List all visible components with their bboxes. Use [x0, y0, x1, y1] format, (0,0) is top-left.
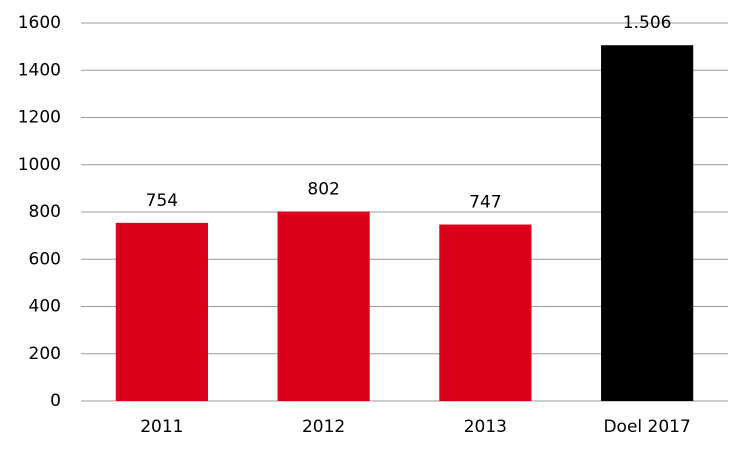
y-tick-label: 200	[29, 344, 61, 364]
y-tick-label: 1200	[18, 108, 61, 128]
x-tick-label: 2013	[464, 417, 507, 437]
y-tick-label: 800	[29, 202, 61, 222]
x-tick-label: 2011	[140, 417, 183, 437]
y-tick-label: 1600	[18, 13, 61, 33]
value-label: 747	[469, 193, 501, 213]
y-tick-label: 1000	[18, 155, 61, 175]
bar	[439, 224, 532, 401]
value-label: 802	[307, 180, 339, 200]
y-tick-label: 0	[50, 391, 61, 411]
x-tick-label: 2012	[302, 417, 345, 437]
bar	[115, 222, 208, 401]
y-tick-label: 400	[29, 297, 61, 317]
y-tick-label: 600	[29, 249, 61, 269]
bar	[601, 45, 694, 402]
value-label: 1.506	[623, 13, 672, 33]
x-tick-label: Doel 2017	[603, 417, 690, 437]
bar	[277, 211, 370, 401]
value-label: 754	[146, 191, 178, 211]
y-tick-label: 1400	[18, 60, 61, 80]
